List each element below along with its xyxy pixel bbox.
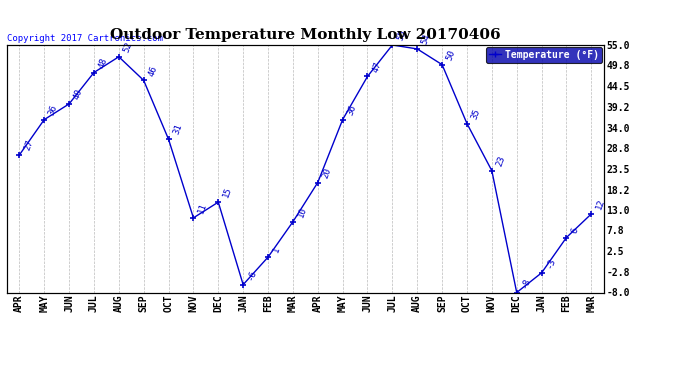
Text: Copyright 2017 Cartronics.com: Copyright 2017 Cartronics.com [7, 33, 163, 42]
Text: 15: 15 [221, 186, 233, 199]
Text: -6: -6 [246, 268, 258, 282]
Text: 1: 1 [271, 246, 282, 254]
Text: 47: 47 [371, 60, 383, 73]
Legend: Temperature (°F): Temperature (°F) [486, 47, 602, 63]
Text: 36: 36 [47, 104, 59, 117]
Text: 11: 11 [197, 201, 208, 215]
Text: 23: 23 [495, 154, 507, 168]
Text: 50: 50 [445, 48, 457, 62]
Text: 31: 31 [172, 123, 184, 136]
Text: 6: 6 [569, 226, 580, 234]
Text: 54: 54 [420, 33, 433, 46]
Text: 35: 35 [470, 107, 482, 120]
Text: 55: 55 [395, 28, 408, 42]
Text: 27: 27 [22, 139, 34, 152]
Text: 52: 52 [122, 40, 134, 54]
Text: 10: 10 [296, 206, 308, 219]
Text: -8: -8 [520, 276, 532, 290]
Text: 48: 48 [97, 56, 109, 69]
Text: 12: 12 [594, 198, 607, 211]
Text: -3: -3 [544, 256, 557, 270]
Text: 36: 36 [346, 104, 357, 117]
Text: 20: 20 [321, 166, 333, 179]
Text: 40: 40 [72, 88, 84, 101]
Title: Outdoor Temperature Monthly Low 20170406: Outdoor Temperature Monthly Low 20170406 [110, 28, 501, 42]
Text: 46: 46 [147, 64, 159, 77]
